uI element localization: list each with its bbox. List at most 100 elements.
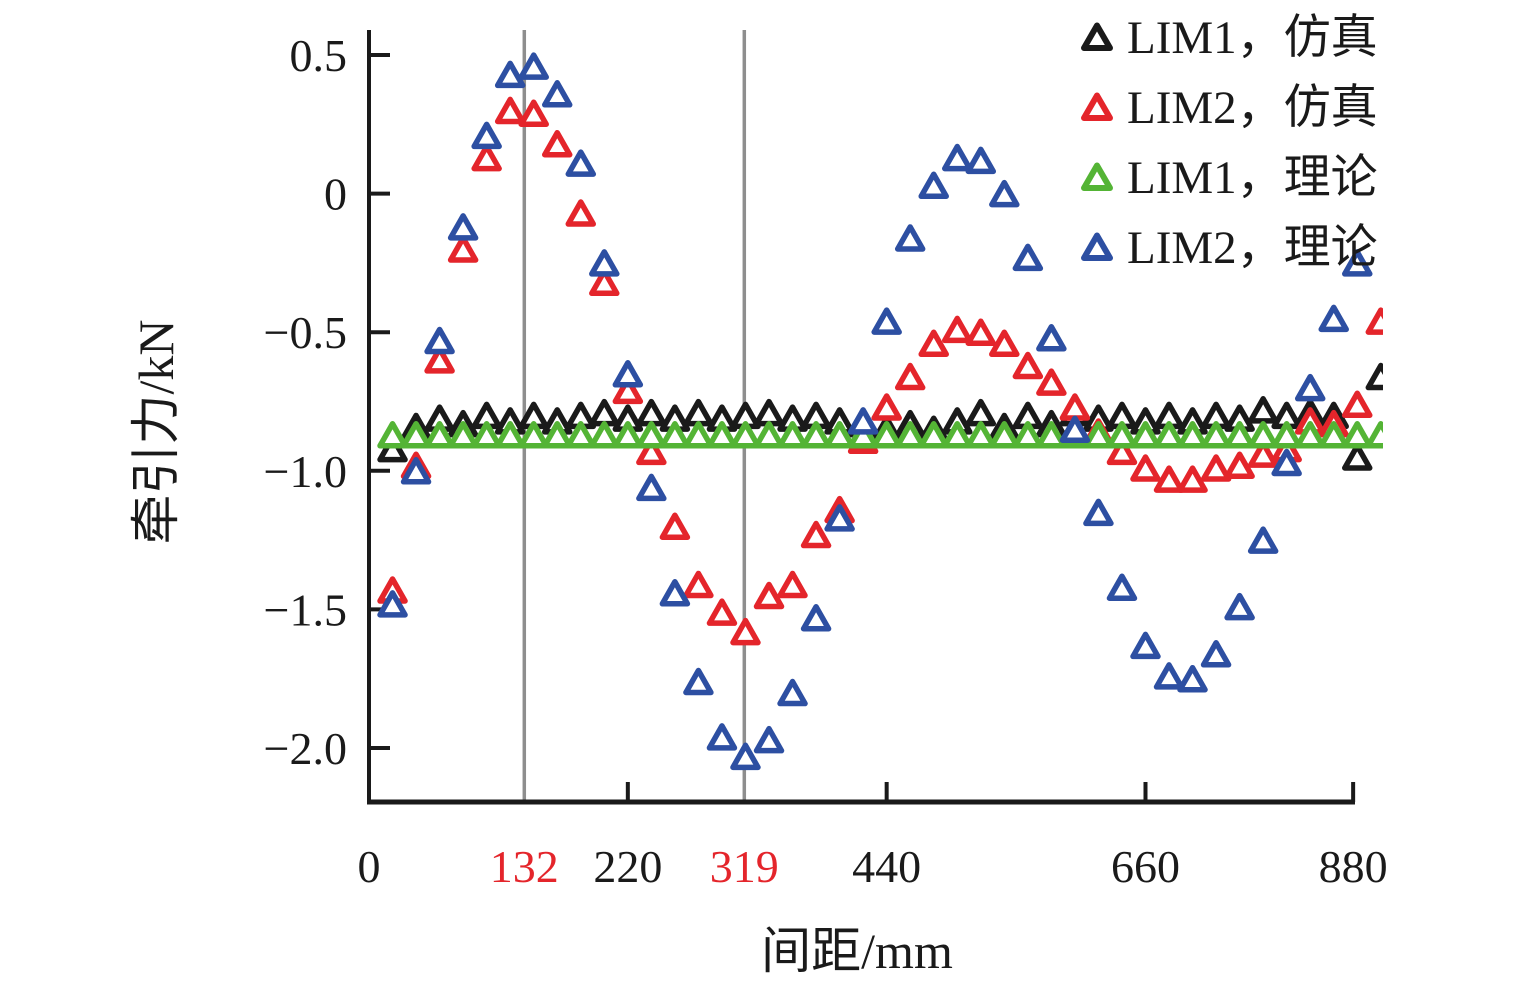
data-point-marker	[1247, 396, 1279, 424]
data-point-marker	[1036, 368, 1067, 396]
data-point-marker	[636, 421, 667, 449]
data-point-marker	[730, 742, 761, 771]
data-point-marker	[1365, 362, 1383, 391]
data-point-marker	[753, 581, 785, 610]
data-point-marker	[518, 421, 549, 449]
data-point-marker	[777, 570, 808, 599]
data-point-marker	[1247, 421, 1279, 449]
x-tick-label-132: 132	[490, 841, 559, 892]
data-point-marker	[1012, 421, 1044, 449]
legend-marker-icon	[1081, 162, 1113, 191]
x-tick-label-319: 319	[710, 841, 779, 892]
data-point-marker	[847, 421, 879, 449]
data-point-marker	[824, 421, 855, 449]
data-point-marker	[659, 421, 691, 449]
x-tick-label-0: 0	[358, 841, 381, 892]
data-point-marker	[1153, 662, 1185, 690]
data-point-marker	[1200, 640, 1232, 668]
data-point-marker	[1342, 443, 1373, 471]
data-point-marker	[800, 520, 832, 549]
data-point-marker	[989, 179, 1020, 208]
data-point-marker	[447, 235, 479, 263]
legend-label: LIM1，仿真	[1127, 12, 1378, 64]
series-4	[377, 52, 1373, 771]
series-3	[377, 421, 1383, 449]
data-point-marker	[918, 171, 949, 200]
data-point-marker	[589, 398, 620, 427]
data-point-marker	[1224, 592, 1255, 621]
data-point-marker	[494, 421, 526, 449]
data-point-marker	[1294, 421, 1326, 449]
data-point-marker	[965, 318, 997, 346]
data-point-marker	[471, 121, 502, 150]
legend-marker-icon	[1081, 232, 1113, 261]
y-axis-title: 牵引力/kN	[128, 319, 184, 545]
data-point-marker	[1224, 451, 1255, 480]
data-point-marker	[965, 421, 997, 449]
x-tick-label-440: 440	[852, 841, 921, 892]
data-point-marker	[589, 421, 620, 449]
data-point-marker	[1106, 573, 1138, 601]
data-point-marker	[847, 407, 879, 435]
data-point-marker	[753, 398, 785, 427]
x-tick-label-880: 880	[1319, 841, 1388, 892]
data-point-marker	[518, 99, 549, 127]
data-point-marker	[400, 457, 432, 485]
data-point-marker	[1012, 243, 1044, 272]
data-point-marker	[989, 421, 1020, 449]
data-point-marker	[1318, 421, 1349, 449]
data-point-marker	[1153, 465, 1185, 493]
data-point-marker	[965, 398, 997, 427]
data-point-marker	[942, 315, 973, 344]
data-point-marker	[612, 421, 644, 449]
legend: LIM1，仿真 LIM2，仿真 LIM1，理论 LIM2，理论	[1081, 12, 1378, 274]
x-tick-label-220: 220	[593, 841, 662, 892]
legend-entry-3: LIM1，理论	[1081, 152, 1378, 204]
data-point-marker	[1200, 454, 1232, 482]
legend-marker-icon	[1081, 92, 1113, 121]
data-point-marker	[942, 421, 973, 449]
data-point-marker	[400, 421, 432, 449]
data-point-marker	[918, 329, 949, 358]
data-point-marker	[871, 307, 902, 335]
data-point-marker	[965, 146, 997, 175]
legend-label: LIM1，理论	[1127, 152, 1378, 204]
data-point-marker	[471, 143, 502, 172]
data-point-marker	[377, 421, 408, 449]
data-point-marker	[518, 52, 549, 80]
data-point-marker	[800, 421, 832, 449]
data-point-marker	[1130, 631, 1161, 660]
data-point-marker	[1271, 448, 1302, 477]
legend-entry-1: LIM1，仿真	[1081, 12, 1378, 64]
x-axis-title: 间距/mm	[761, 923, 953, 979]
series-group	[377, 52, 1383, 771]
data-point-marker	[612, 360, 644, 388]
data-point-marker	[1106, 421, 1138, 449]
data-point-marker	[1177, 421, 1208, 449]
data-point-marker	[447, 213, 479, 241]
data-point-marker	[683, 421, 714, 449]
y-tick-label-−0.5: −0.5	[264, 307, 347, 358]
legend-entry-2: LIM2，仿真	[1081, 82, 1378, 134]
data-point-marker	[1130, 454, 1161, 482]
legend-entry-4: LIM2，理论	[1081, 222, 1378, 274]
data-point-marker	[659, 579, 691, 607]
data-point-marker	[894, 362, 926, 391]
data-point-marker	[1365, 421, 1383, 449]
data-point-marker	[1036, 323, 1067, 352]
data-point-marker	[541, 80, 573, 108]
data-point-marker	[683, 570, 714, 599]
data-point-marker	[471, 421, 502, 449]
data-point-marker	[1059, 415, 1091, 443]
data-point-marker	[989, 329, 1020, 358]
data-point-marker	[636, 473, 667, 502]
data-point-marker	[730, 421, 761, 449]
data-point-marker	[1177, 465, 1208, 493]
data-point-marker	[377, 434, 408, 463]
data-point-marker	[683, 398, 714, 427]
data-point-marker	[1294, 373, 1326, 402]
data-point-marker	[447, 421, 479, 449]
data-point-marker	[636, 398, 667, 427]
data-point-marker	[800, 603, 832, 632]
